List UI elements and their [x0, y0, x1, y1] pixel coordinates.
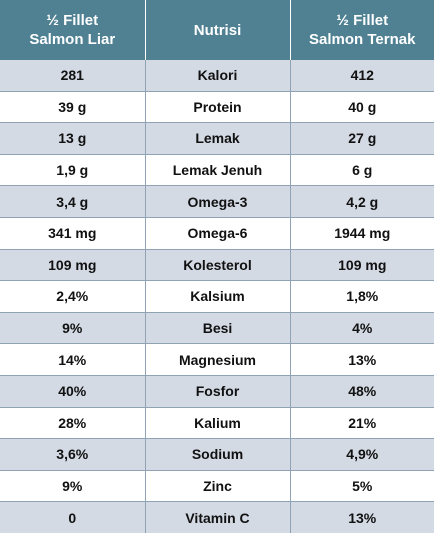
nutrient-name: Magnesium [145, 343, 291, 376]
table-row: 40% Fosfor 48% [0, 375, 434, 408]
farmed-salmon-value: 40 g [290, 91, 434, 124]
header-line: ½ Fillet [336, 12, 389, 29]
farmed-salmon-value: 1944 mg [290, 217, 434, 250]
wild-salmon-value: 39 g [0, 91, 146, 124]
wild-salmon-value: 13 g [0, 122, 146, 155]
header-farmed-salmon: ½ Fillet Salmon Ternak [290, 0, 434, 60]
farmed-salmon-value: 13% [290, 343, 434, 376]
wild-salmon-value: 28% [0, 407, 146, 440]
header-nutrient: Nutrisi [145, 0, 291, 60]
nutrient-name: Lemak [145, 122, 291, 155]
table-row: 14% Magnesium 13% [0, 343, 434, 376]
nutrient-name: Besi [145, 312, 291, 345]
header-line: ½ Fillet [46, 12, 99, 29]
header-row: ½ Fillet Salmon Liar Nutrisi ½ Fillet Salmon… [0, 0, 434, 60]
table-row: 13 g Lemak 27 g [0, 122, 434, 155]
table-row: 9% Zinc 5% [0, 470, 434, 503]
farmed-salmon-value: 4,9% [290, 438, 434, 471]
table-row: 3,4 g Omega-3 4,2 g [0, 185, 434, 218]
nutrient-name: Omega-3 [145, 185, 291, 218]
nutrient-name: Kalori [145, 60, 291, 92]
header-line: Salmon Liar [29, 31, 116, 48]
nutrient-name: Omega-6 [145, 217, 291, 250]
wild-salmon-value: 341 mg [0, 217, 146, 250]
wild-salmon-value: 3,6% [0, 438, 146, 471]
wild-salmon-value: 9% [0, 470, 146, 503]
nutrient-name: Sodium [145, 438, 291, 471]
wild-salmon-value: 3,4 g [0, 185, 146, 218]
table-row: 39 g Protein 40 g [0, 91, 434, 124]
wild-salmon-value: 109 mg [0, 249, 146, 282]
wild-salmon-value: 14% [0, 343, 146, 376]
table-row: 341 mg Omega-6 1944 mg [0, 217, 434, 250]
wild-salmon-value: 281 [0, 60, 146, 92]
table-row: 281 Kalori 412 [0, 60, 434, 92]
farmed-salmon-value: 21% [290, 407, 434, 440]
table-row: 3,6% Sodium 4,9% [0, 438, 434, 471]
table-row: 109 mg Kolesterol 109 mg [0, 249, 434, 282]
farmed-salmon-value: 109 mg [290, 249, 434, 282]
wild-salmon-value: 1,9 g [0, 154, 146, 187]
table-row: 2,4% Kalsium 1,8% [0, 280, 434, 313]
wild-salmon-value: 40% [0, 375, 146, 408]
wild-salmon-value: 0 [0, 501, 146, 533]
nutrient-name: Zinc [145, 470, 291, 503]
table-header: ½ Fillet Salmon Liar Nutrisi ½ Fillet Salmon… [0, 0, 434, 60]
nutrient-name: Vitamin C [145, 501, 291, 533]
nutrient-name: Protein [145, 91, 291, 124]
farmed-salmon-value: 412 [290, 60, 434, 92]
table-row: 1,9 g Lemak Jenuh 6 g [0, 154, 434, 187]
farmed-salmon-value: 27 g [290, 122, 434, 155]
table-row: 0 Vitamin C 13% [0, 501, 434, 533]
farmed-salmon-value: 5% [290, 470, 434, 503]
header-line: Salmon Ternak [309, 31, 416, 48]
nutrient-name: Kalium [145, 407, 291, 440]
farmed-salmon-value: 1,8% [290, 280, 434, 313]
nutrient-name: Lemak Jenuh [145, 154, 291, 187]
farmed-salmon-value: 13% [290, 501, 434, 533]
farmed-salmon-value: 48% [290, 375, 434, 408]
table-row: 28% Kalium 21% [0, 407, 434, 440]
table-row: 9% Besi 4% [0, 312, 434, 345]
nutrient-name: Fosfor [145, 375, 291, 408]
farmed-salmon-value: 4% [290, 312, 434, 345]
farmed-salmon-value: 4,2 g [290, 185, 434, 218]
nutrient-name: Kalsium [145, 280, 291, 313]
nutrient-name: Kolesterol [145, 249, 291, 282]
header-wild-salmon: ½ Fillet Salmon Liar [0, 0, 146, 60]
table-body: 281 Kalori 412 39 g Protein 40 g 13 g Lemak 27 g… [0, 60, 434, 533]
header-line: Nutrisi [193, 21, 242, 39]
farmed-salmon-value: 6 g [290, 154, 434, 187]
wild-salmon-value: 9% [0, 312, 146, 345]
wild-salmon-value: 2,4% [0, 280, 146, 313]
